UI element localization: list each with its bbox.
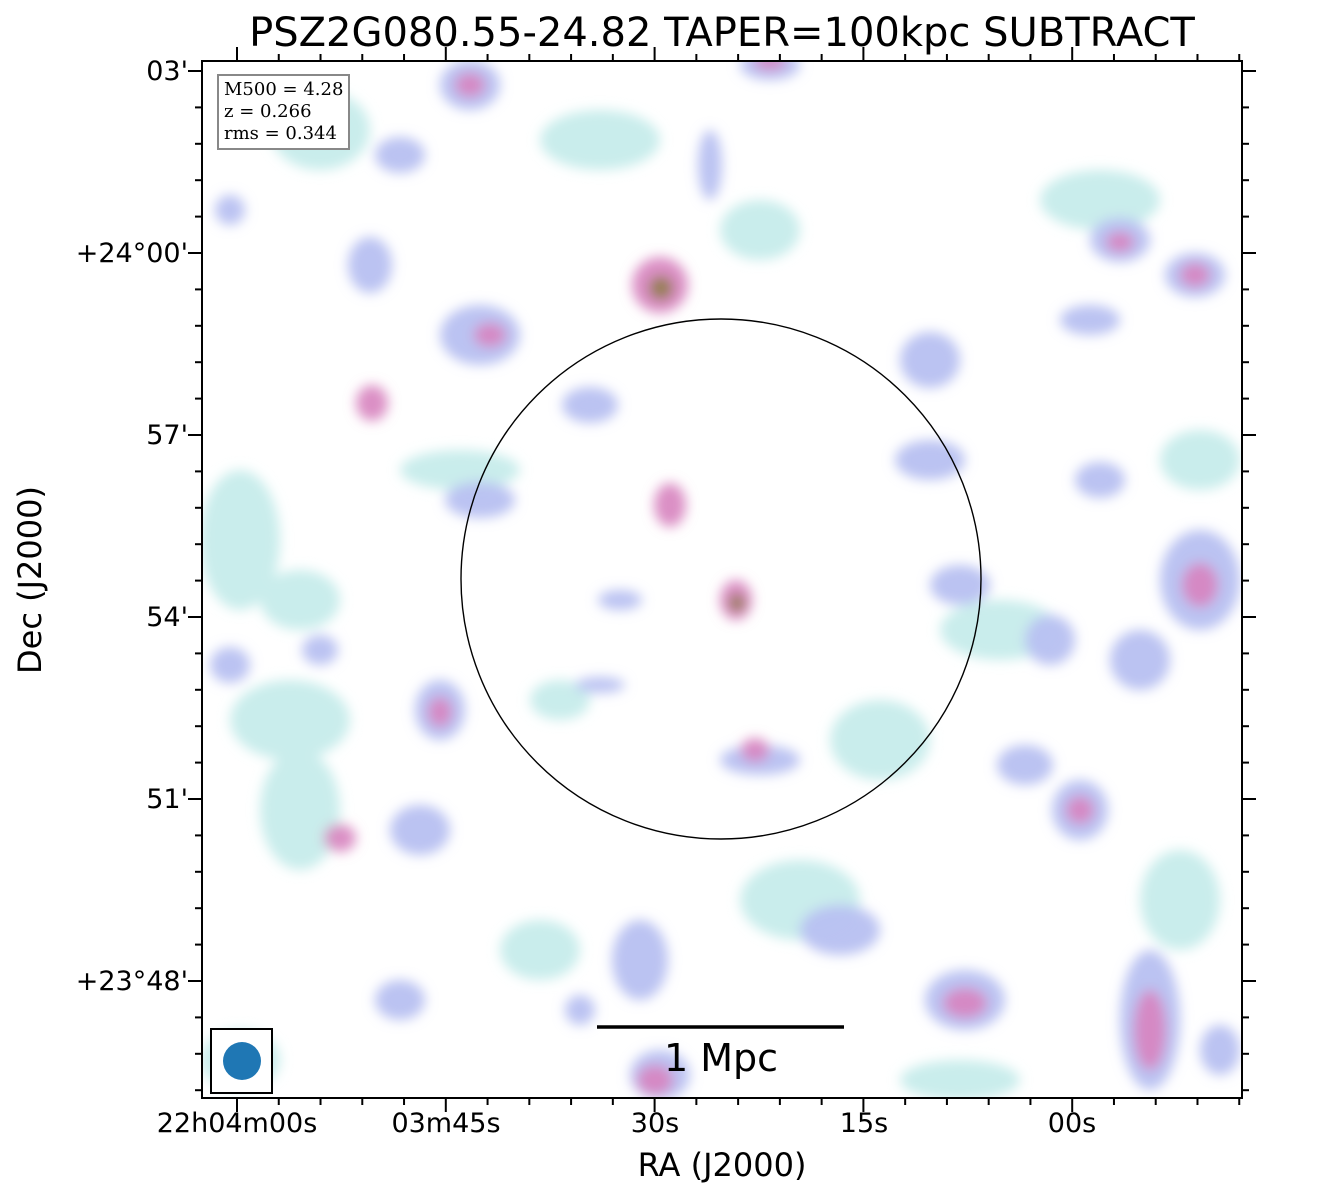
- ytick-label: 51': [146, 784, 188, 815]
- x-axis-label: RA (J2000): [637, 1146, 807, 1184]
- rms-text: rms = 0.344: [224, 123, 337, 144]
- ytick-label: +23°48': [75, 966, 188, 997]
- ytick-label: 54': [146, 602, 188, 633]
- plot-frame: [201, 60, 1243, 1099]
- ytick-label: +24°00': [75, 238, 188, 269]
- r500-circle: [460, 318, 982, 840]
- xtick-label: 03m45s: [391, 1108, 501, 1139]
- beam-box: [210, 1028, 273, 1094]
- xtick-label: 22h04m00s: [156, 1108, 318, 1139]
- xtick-label: 00s: [1047, 1108, 1097, 1139]
- ytick-label: 03': [146, 56, 188, 87]
- scalebar-label: 1 Mpc: [663, 1036, 779, 1080]
- plot-title: PSZ2G080.55-24.82 TAPER=100kpc SUBTRACT: [249, 10, 1195, 56]
- redshift-text: z = 0.266: [224, 101, 312, 122]
- y-axis-label: Dec (J2000): [11, 486, 49, 674]
- xtick-label: 15s: [839, 1108, 889, 1139]
- axis-ticks: [188, 47, 1256, 1112]
- m500-text: M500 = 4.28: [224, 79, 344, 100]
- cluster-info-box: M500 = 4.28 z = 0.266 rms = 0.344: [217, 74, 351, 150]
- emission-map: [202, 61, 1242, 1098]
- beam-ellipse: [223, 1042, 261, 1080]
- xtick-label: 30s: [630, 1108, 680, 1139]
- ytick-label: 57': [146, 420, 188, 451]
